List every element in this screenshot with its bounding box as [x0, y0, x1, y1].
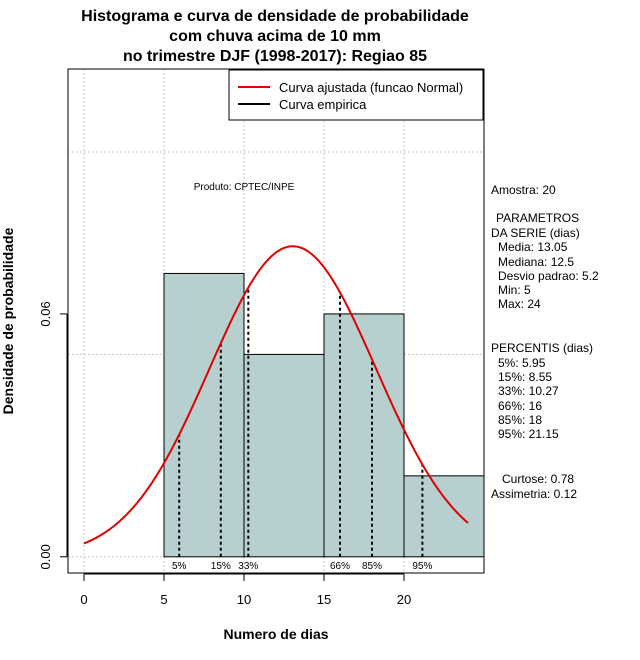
stats-percentil: 33%: 10.27 [498, 384, 559, 398]
product-annotation: Produto: CPTEC/INPE [194, 182, 295, 193]
histogram-bar [323, 313, 405, 558]
stats-percentis-title: PERCENTIS (dias) [491, 341, 593, 355]
legend-label-fit-curve: Curva ajustada (funcao Normal) [279, 80, 463, 95]
histogram-bar [163, 272, 245, 558]
legend: Curva ajustada (funcao Normal) Curva emp… [228, 69, 484, 121]
stats-params-title-1: PARAMETROS [496, 211, 579, 225]
histogram-bar [403, 475, 485, 558]
stats-param: Max: 24 [498, 297, 541, 311]
x-axis-title: Numero de dias [223, 626, 328, 642]
chart-title-line-1: Histograma e curva de densidade de proba… [81, 8, 469, 25]
stats-param: Media: 13.05 [498, 240, 568, 254]
chart-title-line-2: com chuva acima de 10 mm [169, 28, 381, 45]
y-axis-title: Densidade de probabilidade [0, 227, 16, 414]
legend-label-empirical: Curva empirica [279, 97, 367, 112]
percentile-label: 5% [172, 561, 187, 572]
stats-percentil: 66%: 16 [498, 399, 542, 413]
x-tick-label: 5 [160, 592, 167, 607]
percentile-lines: 5% 15% 33% 66% 85% 95% [172, 287, 433, 572]
stats-sample: Amostra: 20 [491, 183, 556, 197]
x-tick-label: 10 [237, 592, 251, 607]
fit-curve-layer [83, 245, 469, 545]
stats-param: Desvio padrao: 5.2 [498, 269, 599, 283]
stats-assimetria: Assimetria: 0.12 [491, 487, 577, 501]
stats-param: Mediana: 12.5 [498, 255, 574, 269]
stats-curtose: Curtose: 0.78 [502, 472, 574, 486]
axes: 0 5 10 15 20 0.00 0.06 [38, 301, 411, 607]
stats-params-title-2: DA SERIE (dias) [491, 226, 580, 240]
stats-percentil: 15%: 8.55 [498, 370, 552, 384]
x-tick-label: 20 [397, 592, 411, 607]
chart-title-line-3: no trimestre DJF (1998-2017): Regiao 85 [123, 48, 427, 65]
fit-curve [83, 245, 469, 545]
percentile-label: 66% [330, 561, 350, 572]
plot-frame [67, 68, 485, 574]
histogram-bar [243, 353, 325, 558]
percentile-label: 95% [412, 561, 432, 572]
stats-param: Min: 5 [498, 283, 531, 297]
x-tick-label: 15 [317, 592, 331, 607]
stats-percentil: 5%: 5.95 [498, 356, 546, 370]
stats-percentil: 95%: 21.15 [498, 427, 559, 441]
percentile-label: 15% [211, 561, 231, 572]
percentile-label: 85% [362, 561, 382, 572]
histogram-bars [163, 272, 485, 558]
stats-percentil: 85%: 18 [498, 413, 542, 427]
percentile-label: 33% [238, 561, 258, 572]
y-tick-label: 0.06 [38, 301, 53, 326]
stats-panel: Amostra: 20 PARAMETROS DA SERIE (dias) M… [491, 183, 599, 501]
y-tick-label: 0.00 [38, 544, 53, 569]
x-tick-label: 0 [80, 592, 87, 607]
legend-box [228, 69, 484, 121]
